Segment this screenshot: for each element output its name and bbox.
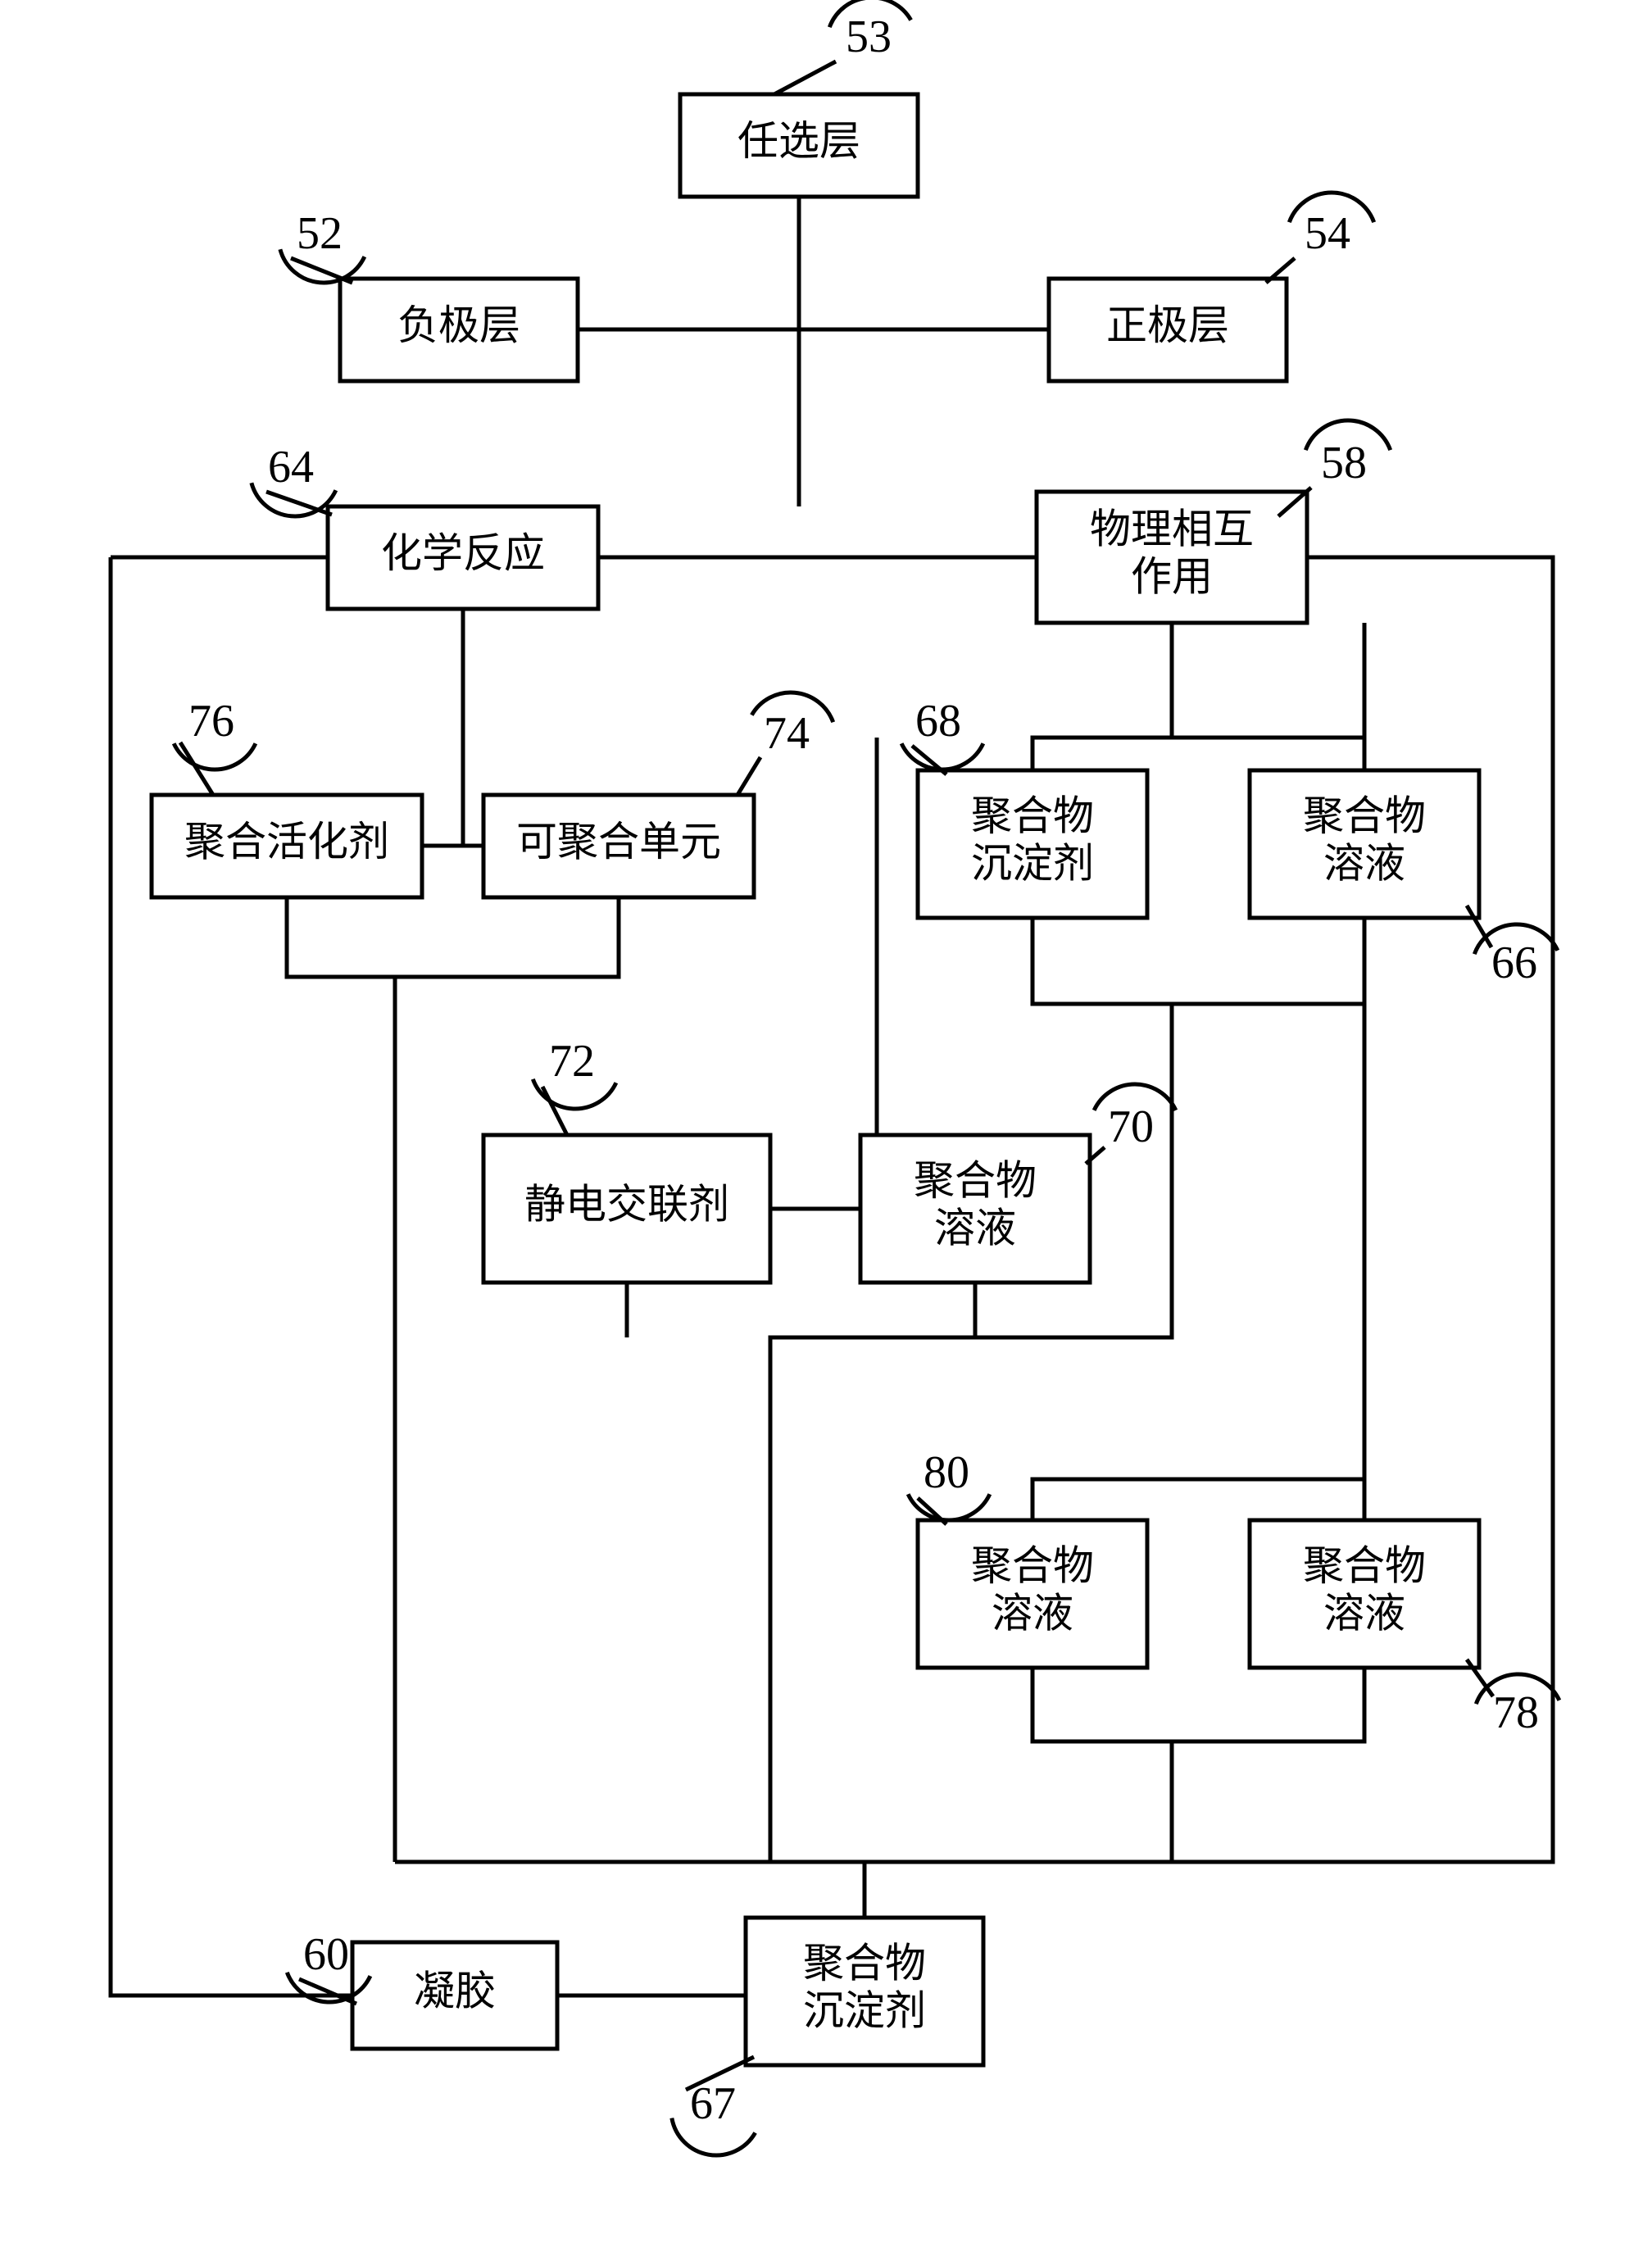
box-b80: 聚合物溶液 <box>918 1520 1147 1668</box>
box-b53: 任选层 <box>680 94 918 197</box>
callout-n78: 78 <box>1467 1659 1559 1738</box>
callout-number: 74 <box>764 708 810 759</box>
callout-n52: 52 <box>280 208 365 283</box>
boxes: 任选层负极层正极层化学反应物理相互作用聚合活化剂可聚合单元聚合物沉淀剂聚合物溶液… <box>152 94 1479 2065</box>
callout-number: 60 <box>303 1929 349 1980</box>
box-label: 溶液 <box>1323 840 1405 886</box>
box-label: 聚合物 <box>914 1157 1037 1203</box>
callout-number: 53 <box>846 11 892 62</box>
connector-3 <box>463 609 483 846</box>
box-label: 聚合活化剂 <box>184 819 389 865</box>
box-label: 沉淀剂 <box>803 1987 926 2033</box>
box-label: 静电交联剂 <box>524 1181 729 1227</box>
callout-number: 67 <box>690 2078 736 2129</box>
callout-number: 78 <box>1493 1687 1539 1738</box>
connector-21 <box>111 557 352 1995</box>
callout-number: 80 <box>924 1447 969 1498</box>
connector-18 <box>1032 1668 1364 1741</box>
callout-n74: 74 <box>738 692 833 795</box>
callout-n72: 72 <box>533 1036 616 1135</box>
box-label: 溶液 <box>934 1205 1016 1251</box>
box-label: 作用 <box>1131 553 1213 599</box>
box-b58: 物理相互作用 <box>1037 492 1307 623</box>
box-label: 负极层 <box>397 302 520 348</box>
box-label: 物理相互 <box>1090 506 1254 552</box>
box-b67: 聚合物沉淀剂 <box>746 1918 983 2065</box>
box-label: 任选层 <box>738 118 860 164</box>
box-b78: 聚合物溶液 <box>1250 1520 1479 1668</box>
box-b74: 可聚合单元 <box>483 795 754 897</box>
box-b76: 聚合活化剂 <box>152 795 422 897</box>
callout-n80: 80 <box>908 1447 990 1524</box>
connector-11 <box>1032 918 1364 1004</box>
box-b68: 聚合物沉淀剂 <box>918 770 1147 918</box>
callout-n58: 58 <box>1278 420 1391 516</box>
callout-number: 70 <box>1108 1101 1154 1152</box>
box-label: 聚合物 <box>1303 792 1426 838</box>
connector-8 <box>1032 738 1364 770</box>
box-b52: 负极层 <box>340 279 578 381</box>
callout-n70: 70 <box>1086 1084 1176 1164</box>
box-b54: 正极层 <box>1049 279 1287 381</box>
box-label: 聚合物 <box>1303 1542 1426 1588</box>
box-label: 正极层 <box>1106 302 1229 348</box>
connector-5 <box>287 897 619 977</box>
box-label: 聚合物 <box>971 792 1094 838</box>
box-label: 凝胶 <box>414 1968 496 2014</box>
box-b60: 凝胶 <box>352 1942 557 2049</box>
box-b64: 化学反应 <box>328 506 598 609</box>
callout-number: 52 <box>297 208 343 259</box>
box-label: 溶液 <box>1323 1590 1405 1636</box>
callout-n53: 53 <box>774 0 911 94</box>
box-label: 聚合物 <box>971 1542 1094 1588</box>
box-b72: 静电交联剂 <box>483 1135 770 1283</box>
box-label: 沉淀剂 <box>971 840 1094 886</box>
box-b66: 聚合物溶液 <box>1250 770 1479 918</box>
callout-number: 72 <box>549 1036 595 1087</box>
callout-n64: 64 <box>252 442 336 516</box>
connector-16 <box>1032 1479 1364 1520</box>
callout-number: 64 <box>268 442 314 493</box>
callout-number: 58 <box>1321 438 1367 488</box>
callout-number: 76 <box>188 696 234 747</box>
box-label: 聚合物 <box>803 1940 926 1986</box>
callout-n68: 68 <box>901 696 983 774</box>
box-label: 化学反应 <box>381 530 545 576</box>
box-label: 溶液 <box>992 1590 1073 1636</box>
callout-n76: 76 <box>174 696 256 795</box>
callout-number: 54 <box>1305 208 1350 259</box>
callout-number: 68 <box>915 696 961 747</box>
box-label: 可聚合单元 <box>516 819 721 865</box>
box-b70: 聚合物溶液 <box>860 1135 1090 1283</box>
callout-n54: 54 <box>1266 193 1374 283</box>
callout-n67: 67 <box>672 2057 756 2155</box>
callout-number: 66 <box>1491 938 1537 988</box>
